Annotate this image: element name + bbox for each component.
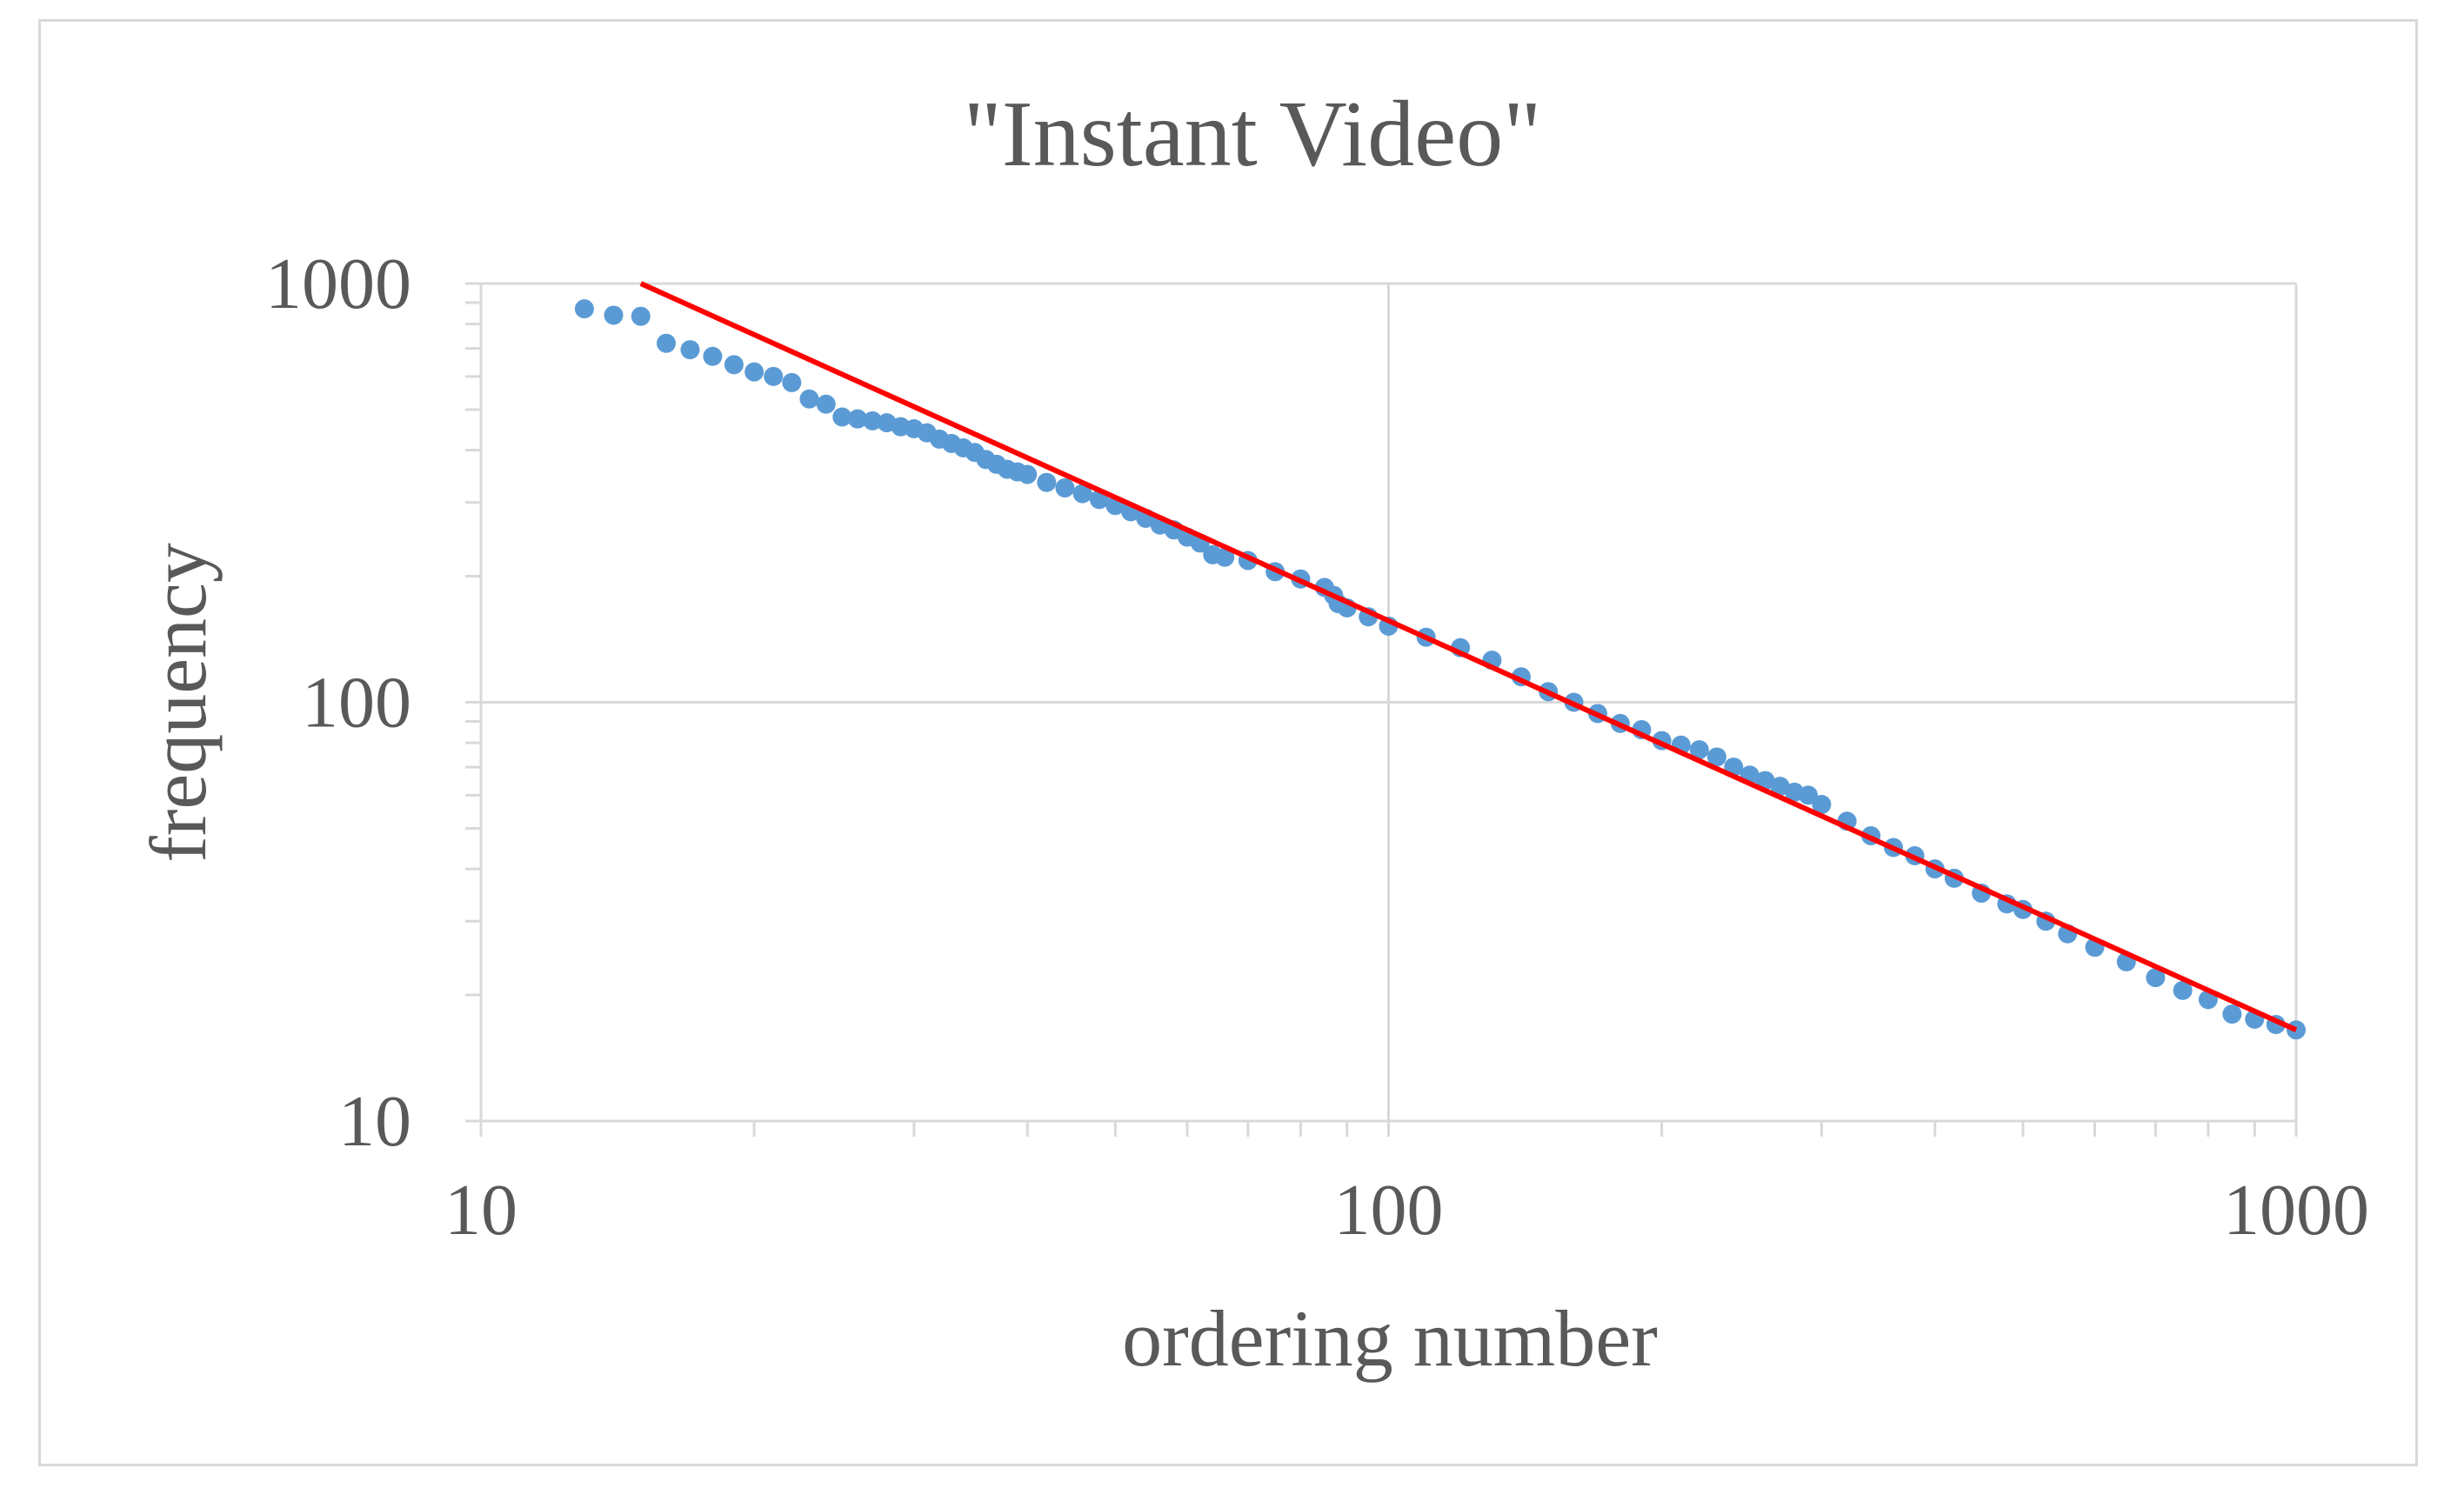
data-point xyxy=(1037,472,1057,492)
data-point xyxy=(1689,740,1709,760)
data-point xyxy=(2146,968,2166,988)
trendline-segment xyxy=(639,281,2298,1033)
data-point xyxy=(799,389,819,409)
data-point xyxy=(1755,771,1775,791)
trendline xyxy=(639,281,2298,1033)
data-point xyxy=(1018,464,1038,484)
data-point xyxy=(574,299,594,319)
tick-labels: 10 100 1000 1000 100 10 xyxy=(265,244,2369,1251)
data-point xyxy=(1770,777,1790,797)
x-tick-label: 1000 xyxy=(2223,1170,2369,1251)
y-axis-label: frequency xyxy=(134,543,223,863)
y-tick-label: 10 xyxy=(338,1081,411,1162)
data-point xyxy=(1072,484,1092,504)
data-point xyxy=(703,346,723,366)
x-tick-label: 10 xyxy=(444,1170,518,1251)
data-point xyxy=(848,409,868,429)
x-tick-label: 100 xyxy=(1334,1170,1444,1251)
data-point xyxy=(764,366,784,386)
data-points xyxy=(574,299,2306,1040)
x-axis-label: ordering number xyxy=(1122,1294,1658,1383)
data-point xyxy=(1215,547,1235,567)
data-point xyxy=(782,372,802,392)
data-point xyxy=(1799,785,1819,805)
y-tick-label: 100 xyxy=(302,663,411,744)
data-point xyxy=(1812,795,1832,815)
data-point xyxy=(832,407,852,427)
data-point xyxy=(604,305,624,325)
gridlines xyxy=(481,282,2298,1121)
data-point xyxy=(1706,747,1726,767)
data-point xyxy=(2222,1004,2242,1024)
data-point xyxy=(816,394,836,414)
data-point xyxy=(745,362,765,382)
data-point xyxy=(1055,478,1075,498)
data-point xyxy=(724,355,744,375)
axes xyxy=(465,282,2298,1137)
data-point xyxy=(680,340,700,360)
data-point xyxy=(2173,980,2193,1000)
data-point xyxy=(656,333,676,353)
data-point xyxy=(631,306,651,326)
y-tick-label: 1000 xyxy=(265,244,411,324)
chart-frame xyxy=(38,19,2418,1466)
data-point xyxy=(863,410,883,430)
chart-title: "Instant Video" xyxy=(964,83,1542,186)
